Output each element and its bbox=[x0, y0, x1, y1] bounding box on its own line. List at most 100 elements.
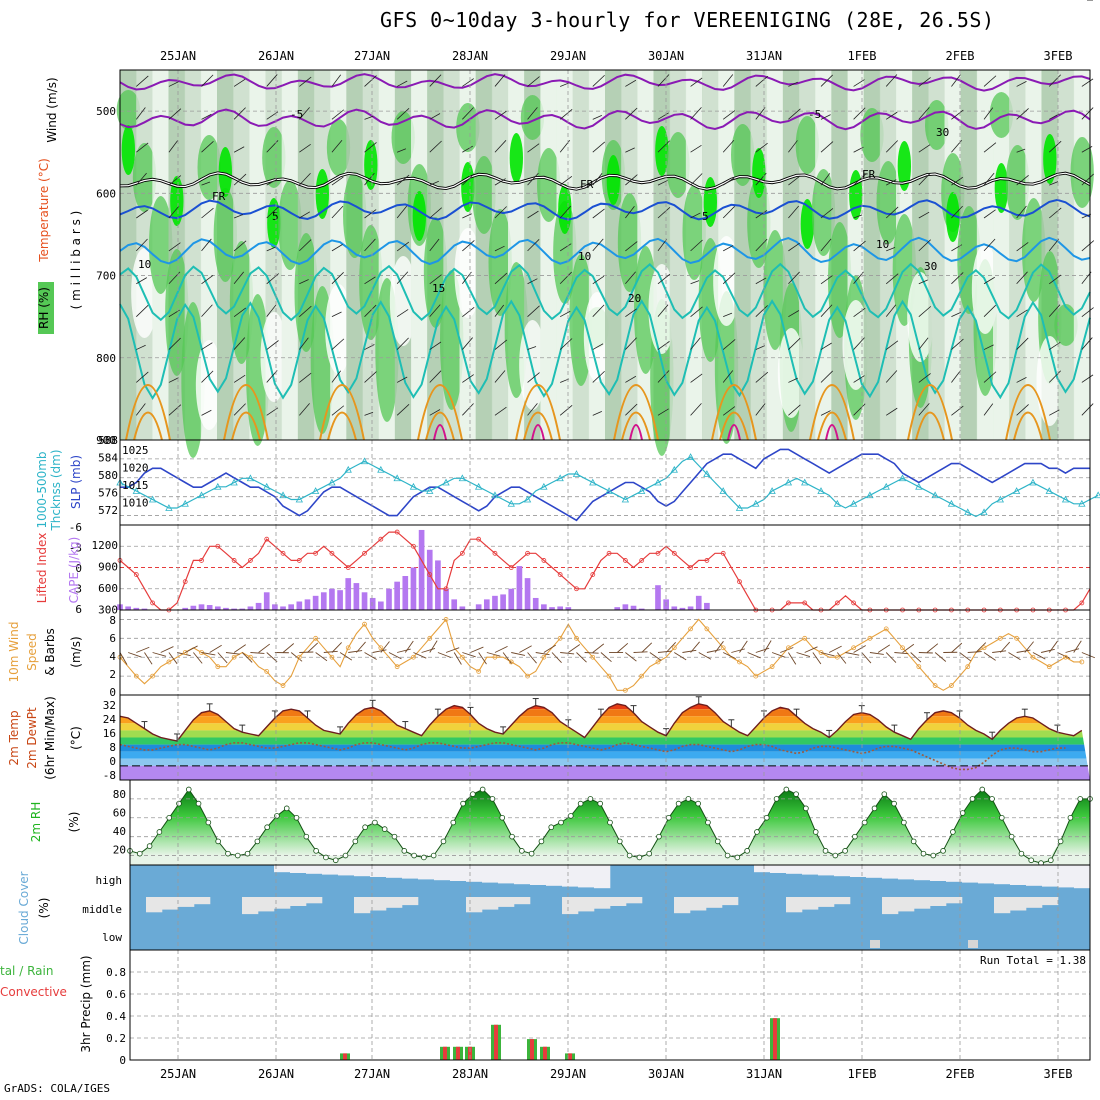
wind-barb bbox=[951, 109, 964, 120]
cape-bar bbox=[483, 599, 490, 610]
cape-bar bbox=[630, 605, 637, 610]
wind-barb-10m bbox=[502, 652, 512, 664]
lifted-index-marker bbox=[264, 536, 270, 542]
wind-barb bbox=[853, 403, 866, 416]
slp-marker bbox=[980, 508, 988, 516]
wind-barb-10m bbox=[780, 647, 794, 653]
cape-bar bbox=[304, 599, 311, 610]
cloud-mid-gap bbox=[242, 897, 259, 915]
wind-barb bbox=[657, 304, 669, 317]
date-label-bottom: 29JAN bbox=[550, 1067, 586, 1081]
rh-moist-blob bbox=[359, 225, 383, 340]
cloud-high-gap bbox=[290, 865, 307, 873]
wind-barb-10m bbox=[372, 649, 387, 653]
rh-dry-blob bbox=[389, 256, 417, 346]
cape-tick-label: 1200 bbox=[92, 539, 119, 552]
rh-marker bbox=[636, 854, 643, 861]
cloud-high-gap bbox=[562, 865, 579, 887]
rh-moist-blob bbox=[811, 169, 836, 256]
wind-speed-marker bbox=[867, 635, 873, 641]
rh-dry-blob bbox=[454, 228, 482, 318]
cloud-high-gap bbox=[978, 865, 995, 884]
ylabel-rh-unit: (%) bbox=[67, 812, 81, 833]
lifted-index-marker bbox=[476, 536, 482, 542]
rh-marker bbox=[156, 829, 163, 835]
cloud-high-gap bbox=[402, 865, 419, 879]
date-label-top: 1FEB bbox=[848, 49, 877, 63]
wind-barb-10m bbox=[209, 644, 222, 653]
wind-barb bbox=[657, 74, 670, 87]
wind-barb bbox=[168, 337, 181, 350]
slp-marker bbox=[426, 487, 434, 494]
rh-marker bbox=[313, 848, 319, 854]
wind-barb bbox=[885, 74, 898, 87]
wind-barb bbox=[885, 340, 899, 350]
rh-tick-label: 40 bbox=[113, 825, 126, 838]
wind-barb bbox=[429, 341, 442, 350]
wind-barb bbox=[364, 142, 377, 153]
wind-barb-10m bbox=[388, 652, 402, 660]
slp-marker bbox=[572, 470, 581, 477]
wind-barb bbox=[299, 372, 312, 383]
rh-marker bbox=[695, 800, 701, 807]
lifted-index-marker bbox=[296, 558, 302, 563]
wind-barb bbox=[722, 110, 736, 120]
wind-barb bbox=[559, 243, 572, 252]
wind-barb-10m bbox=[356, 641, 366, 653]
wind-barb bbox=[1081, 337, 1093, 350]
cape-bar bbox=[125, 606, 131, 610]
rh-marker bbox=[803, 805, 809, 812]
wind-speed-line bbox=[119, 618, 1082, 691]
wind-barb bbox=[1016, 271, 1028, 285]
wind-barb-10m bbox=[290, 652, 303, 662]
cape-bar bbox=[638, 608, 645, 610]
rh-marker bbox=[185, 786, 192, 793]
rh-marker bbox=[283, 805, 290, 812]
wind-barb bbox=[722, 339, 736, 350]
temp-band bbox=[120, 744, 1090, 752]
rh-moist-blob bbox=[666, 132, 690, 198]
wind-barb bbox=[494, 206, 507, 219]
cloud-mid-gap bbox=[146, 897, 163, 913]
wind-barb-10m bbox=[250, 652, 265, 654]
wind-barb bbox=[136, 209, 148, 219]
wind-barb-10m bbox=[616, 642, 629, 653]
wind-barb bbox=[951, 272, 964, 285]
wind-barb bbox=[853, 173, 866, 186]
wind-speed-marker bbox=[737, 659, 742, 665]
date-label-bottom: 31JAN bbox=[746, 1067, 782, 1081]
cape-bar bbox=[386, 588, 392, 610]
rh-marker bbox=[812, 829, 819, 835]
wind-barb bbox=[657, 273, 671, 285]
wind-barb bbox=[201, 181, 211, 186]
wind-barb bbox=[364, 238, 376, 252]
slp-marker bbox=[605, 487, 613, 494]
lifted-index-marker bbox=[639, 558, 645, 563]
wind-barb bbox=[820, 370, 833, 383]
wind-barb bbox=[918, 337, 929, 350]
lifted-index-marker bbox=[541, 558, 547, 563]
slp-marker bbox=[132, 487, 140, 494]
wind-barb bbox=[429, 74, 442, 87]
cape-bar bbox=[239, 608, 246, 610]
wind-barb-10m bbox=[404, 640, 414, 653]
wind-barb bbox=[233, 173, 247, 186]
wind-barb bbox=[625, 205, 635, 219]
wind-barb bbox=[918, 107, 930, 120]
wind-barb-10m bbox=[511, 652, 526, 656]
wind-barb bbox=[396, 376, 408, 383]
lifted-index-marker bbox=[411, 543, 416, 549]
slp-marker bbox=[703, 470, 711, 477]
temp-contour-25 bbox=[1005, 384, 1051, 441]
wind-barb bbox=[625, 308, 637, 317]
lifted-index-marker bbox=[525, 550, 530, 556]
temp-band bbox=[120, 716, 1090, 724]
temp-contour-freezing-inner bbox=[119, 172, 1091, 190]
rh-marker bbox=[705, 819, 711, 826]
rh-marker bbox=[421, 854, 427, 861]
rh-marker bbox=[136, 850, 143, 857]
wind-barb bbox=[690, 77, 703, 87]
slp-marker bbox=[752, 499, 760, 507]
cloud-high-gap bbox=[802, 865, 819, 875]
date-label-bottom: 28JAN bbox=[452, 1067, 488, 1081]
